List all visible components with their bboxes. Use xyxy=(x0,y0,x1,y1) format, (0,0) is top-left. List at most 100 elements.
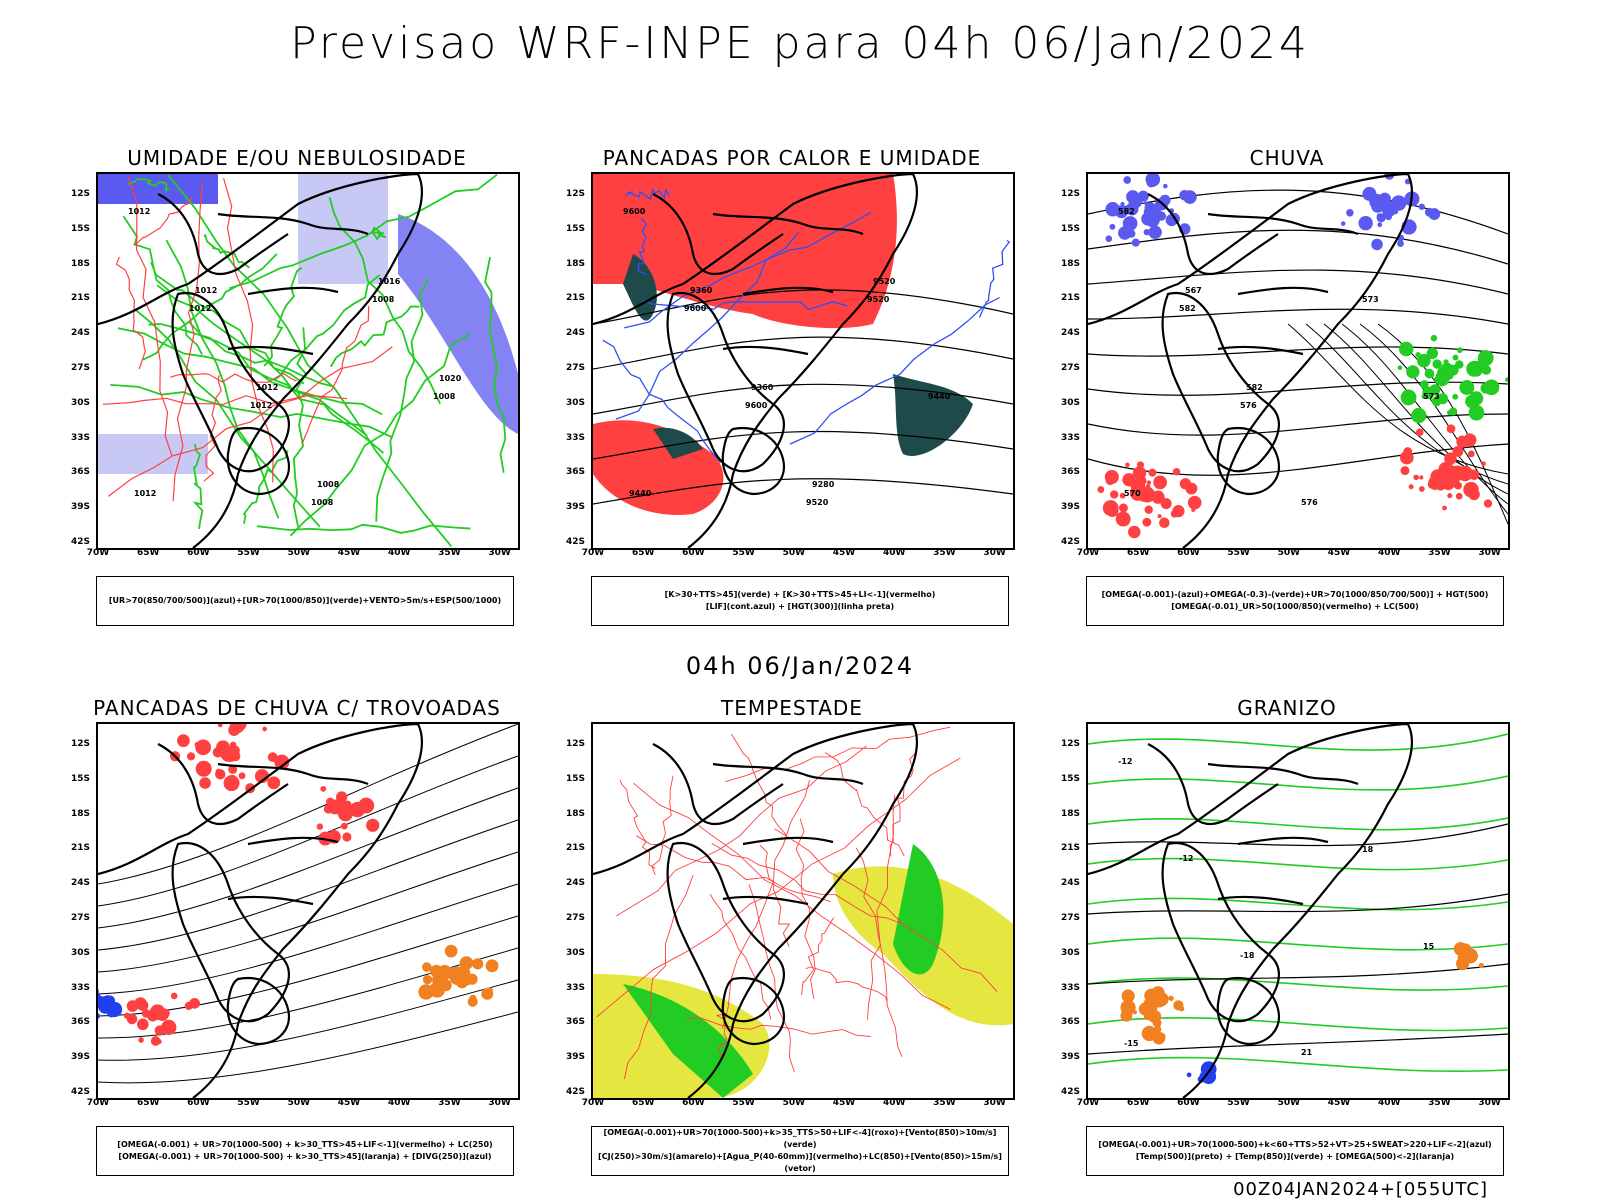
rain-area-red xyxy=(1418,486,1425,492)
map-pancadas-calor: 9600 9600 9600 9520 9520 9440 9440 9360 9360 9280… xyxy=(591,172,1015,550)
rain-area-blue xyxy=(1418,203,1425,210)
panel-title: PANCADAS POR CALOR E UMIDADE xyxy=(602,146,982,170)
hgt300-contour xyxy=(593,289,1013,325)
rain-area-blue xyxy=(1105,202,1120,217)
humidity-contour-green xyxy=(484,256,507,473)
rain-area-red xyxy=(1399,450,1414,465)
temp500-contour xyxy=(1088,823,1508,847)
latitude-axis: 12S 15S 18S 21S 24S 27S 30S 33S 36S 39S 42S xyxy=(62,172,96,547)
panel-title: TEMPESTADE xyxy=(721,696,863,720)
latitude-axis: 12S 15S 18S 21S 24S 27S 30S 33S 36S 39S 42S xyxy=(557,172,591,547)
contour-value-label: 1016 xyxy=(378,277,401,286)
latitude-tick-label: 21S xyxy=(1060,843,1080,854)
humidity-contour-green xyxy=(117,327,383,416)
humidity-contour-green xyxy=(328,197,441,405)
thunderstorm-area-orange xyxy=(481,987,494,1000)
humidity-contour-green xyxy=(292,327,308,527)
state-border xyxy=(227,895,314,906)
latitude-tick-label: 42S xyxy=(1060,1087,1080,1097)
thunderstorm-area-red xyxy=(327,799,343,815)
hgt500-contour xyxy=(1088,229,1508,265)
thunderstorm-area-red xyxy=(262,726,267,732)
latitude-tick-label: 30S xyxy=(565,947,585,958)
contour-value-label: 576 xyxy=(1240,401,1257,410)
latitude-tick-label: 12S xyxy=(565,739,585,749)
thunderstorm-area-orange xyxy=(437,964,453,980)
longitude-tick-label: 65W xyxy=(631,548,655,558)
longitude-tick-label: 55W xyxy=(732,1098,755,1108)
omega-area-orange xyxy=(1121,989,1135,1003)
state-border xyxy=(217,212,369,236)
longitude-tick-label: 40W xyxy=(1377,1098,1401,1108)
state-border xyxy=(742,286,834,296)
country-border-paraguay xyxy=(666,841,785,1023)
latitude-tick-label: 18S xyxy=(70,258,90,269)
thickness-contour-red xyxy=(102,394,348,406)
latitude-tick-label: 30S xyxy=(1060,947,1080,958)
country-border-uruguay xyxy=(226,976,291,1046)
thunderstorm-area-red xyxy=(138,1037,144,1043)
thunderstorm-area-red xyxy=(199,777,211,789)
streamline-250 xyxy=(98,787,518,929)
map-pancadas-trovoadas xyxy=(96,722,520,1100)
precipitable-water-contour xyxy=(624,874,694,1080)
omega-area-orange xyxy=(1154,1025,1162,1034)
rain-area-red xyxy=(1455,492,1463,500)
rain-area-green xyxy=(1406,365,1420,379)
precipitable-water-contour xyxy=(801,917,835,996)
temp500-contour xyxy=(1088,963,1508,985)
rain-area-blue xyxy=(1125,202,1139,216)
latitude-tick-label: 18S xyxy=(70,808,90,819)
rain-area-red xyxy=(1148,468,1157,477)
rain-area-blue xyxy=(1183,190,1197,204)
longitude-tick-label: 50W xyxy=(287,1098,311,1108)
rain-area-green xyxy=(1449,407,1458,416)
thunderstorm-area-red xyxy=(344,812,350,819)
thunderstorm-area-red xyxy=(137,1018,149,1031)
thunderstorm-area-red xyxy=(161,1019,177,1035)
thunderstorm-area-red xyxy=(254,769,270,784)
rain-area-red xyxy=(1128,525,1141,539)
state-border xyxy=(722,345,809,356)
hgt300-contour xyxy=(593,478,1013,505)
omega-area-orange xyxy=(1173,1000,1184,1011)
latitude-tick-label: 24S xyxy=(1060,878,1080,889)
rain-area-blue xyxy=(1397,240,1404,248)
rain-area-blue xyxy=(1122,216,1138,231)
thunderstorm-area-red xyxy=(366,818,380,832)
latitude-tick-label: 24S xyxy=(565,878,585,889)
latitude-tick-label: 21S xyxy=(565,293,585,304)
latitude-tick-label: 24S xyxy=(70,328,90,339)
rain-area-red xyxy=(1144,505,1153,514)
rain-area-red xyxy=(1187,495,1202,510)
humidity-contour-green xyxy=(142,253,278,361)
rain-area-green xyxy=(1480,382,1492,394)
longitude-tick-label: 35W xyxy=(933,1098,956,1108)
humidity-contour-green xyxy=(370,226,386,241)
hgt500-contour xyxy=(1088,346,1508,357)
latitude-tick-label: 33S xyxy=(565,982,585,993)
panel-legend: [UR>70(850/700/500)](azul)+[UR>70(1000/8… xyxy=(96,576,514,626)
country-border-bolivia xyxy=(1147,743,1279,826)
contour-value-label: 15 xyxy=(1423,942,1435,951)
latitude-tick-label: 42S xyxy=(565,537,585,547)
rain-area-blue xyxy=(1109,223,1116,230)
divergence-area-blue xyxy=(98,995,106,1007)
map-canvas: 1012 1012 1012 1008 1008 1008 1012 1012 1012 1008… xyxy=(98,174,518,548)
temp850-contour-green xyxy=(1088,733,1508,751)
contour-value-label: 1012 xyxy=(250,401,272,410)
lif-contour-blue xyxy=(789,296,1000,445)
longitude-tick-label: 70W xyxy=(1076,548,1100,558)
panel-title: GRANIZO xyxy=(1237,696,1337,720)
country-border-uruguay xyxy=(721,976,786,1046)
rain-area-red xyxy=(1452,445,1464,457)
rain-area-red xyxy=(1122,473,1136,487)
latitude-tick-label: 18S xyxy=(565,808,585,819)
humidity-contour-green xyxy=(134,308,321,528)
temp850-contour-green xyxy=(1088,937,1508,951)
latitude-tick-label: 21S xyxy=(1060,293,1080,304)
contour-value-label: 1008 xyxy=(372,295,395,304)
longitude-axis: 70W 65W 60W 55W 50W 45W 40W 35W 30W xyxy=(1077,1098,1510,1112)
longitude-tick-label: 55W xyxy=(1227,1098,1250,1108)
longitude-tick-label: 70W xyxy=(86,1098,110,1108)
